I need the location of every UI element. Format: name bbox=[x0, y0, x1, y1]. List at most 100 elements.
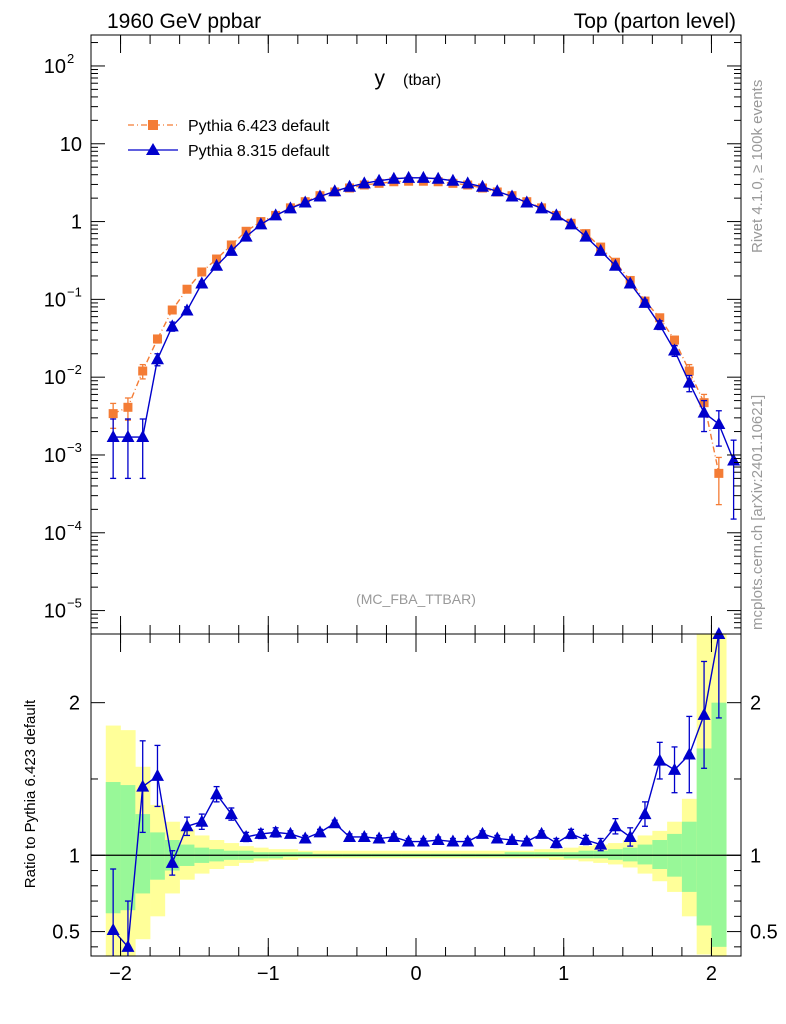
ratio-line bbox=[112, 633, 720, 949]
ratio-point bbox=[387, 829, 401, 842]
legend-marker-triangle bbox=[146, 143, 160, 155]
pythia8-point bbox=[416, 170, 430, 183]
ratio-point bbox=[697, 707, 711, 720]
pythia8-point bbox=[180, 303, 194, 316]
pythia8-point bbox=[372, 173, 386, 186]
main-y-tick-exponent: −2 bbox=[67, 362, 82, 377]
ratio-plot-marks bbox=[106, 627, 726, 956]
pythia8-point bbox=[608, 258, 622, 271]
pythia8-point bbox=[475, 179, 489, 192]
ratio-point bbox=[254, 826, 268, 839]
pythia6-point bbox=[182, 284, 192, 294]
main-y-tick-label: 1 bbox=[71, 212, 82, 234]
pythia6-point bbox=[108, 409, 118, 419]
pythia8-point bbox=[357, 176, 371, 189]
legend-entry-pythia6: Pythia 6.423 default bbox=[128, 118, 330, 135]
ratio-point bbox=[357, 829, 371, 842]
pythia8-point bbox=[224, 243, 238, 256]
ratio-x-tick-label: 0 bbox=[410, 963, 421, 985]
ratio-x-tick-label: 1 bbox=[558, 963, 569, 985]
pythia6-point bbox=[670, 335, 680, 345]
pythia8-point bbox=[594, 243, 608, 256]
ratio-point bbox=[372, 831, 386, 844]
pythia8-point bbox=[623, 276, 637, 289]
pythia8-point bbox=[682, 375, 696, 388]
ratio-band-inner-bin bbox=[696, 748, 712, 926]
main-y-tick-exponent: −1 bbox=[67, 284, 82, 299]
pythia8-point bbox=[150, 352, 164, 365]
header-left-label: 1960 GeV ppbar bbox=[107, 10, 261, 33]
ratio-y-axis-label: Ratio to Pythia 6.423 default bbox=[22, 699, 39, 888]
main-y-tick-label: 10 bbox=[44, 523, 66, 545]
ratio-point bbox=[106, 923, 120, 936]
ratio-y-tick-label-left: 1 bbox=[69, 845, 80, 867]
ratio-point bbox=[224, 807, 238, 820]
ratio-y-tick-label-right: 0.5 bbox=[750, 922, 778, 944]
ratio-x-tick-label: −2 bbox=[109, 963, 132, 985]
ratio-band-inner-bin bbox=[297, 852, 313, 857]
ratio-point bbox=[283, 826, 297, 839]
legend-entry-pythia8: Pythia 8.315 default bbox=[128, 143, 330, 160]
main-y-tick-label: 10 bbox=[44, 289, 66, 311]
ratio-point bbox=[150, 768, 164, 781]
ratio-band-inner-bin bbox=[681, 821, 697, 892]
legend-label-pythia6: Pythia 6.423 default bbox=[188, 118, 330, 135]
legend: Pythia 6.423 default Pythia 8.315 defaul… bbox=[128, 118, 330, 160]
pythia8-point bbox=[269, 208, 283, 221]
ratio-point bbox=[490, 831, 504, 844]
ratio-band-inner-bin bbox=[534, 852, 550, 857]
pythia8-point bbox=[106, 430, 120, 443]
pythia8-point bbox=[505, 189, 519, 202]
pythia6-point bbox=[123, 402, 133, 412]
ratio-point bbox=[328, 816, 342, 829]
ratio-point bbox=[623, 829, 637, 842]
pythia8-point bbox=[446, 173, 460, 186]
ratio-x-tick-label: −1 bbox=[257, 963, 280, 985]
pythia8-point bbox=[402, 170, 416, 183]
pythia8-point bbox=[520, 195, 534, 208]
pythia8-line bbox=[113, 177, 735, 461]
ratio-point bbox=[136, 779, 150, 792]
ratio-point bbox=[608, 819, 622, 832]
pythia8-point bbox=[535, 201, 549, 214]
main-y-tick-label: 10 bbox=[44, 367, 66, 389]
pythia8-point bbox=[387, 171, 401, 184]
ratio-band-inner-bin bbox=[519, 852, 535, 857]
pythia8-point bbox=[490, 184, 504, 197]
legend-label-pythia8: Pythia 8.315 default bbox=[188, 143, 330, 160]
ratio-point bbox=[461, 834, 475, 847]
ratio-band-inner-bin bbox=[283, 852, 299, 857]
ratio-point bbox=[594, 837, 608, 850]
ratio-point bbox=[195, 814, 209, 827]
pythia6-point bbox=[167, 305, 177, 315]
main-y-tick-label: 10 bbox=[60, 134, 82, 156]
pythia8-point bbox=[343, 179, 357, 192]
pythia6-point bbox=[684, 366, 694, 376]
analysis-annotation: (MC_FBA_TTBAR) bbox=[356, 591, 476, 607]
mcplots-label: mcplots.cern.ch [arXiv:2401.10621] bbox=[749, 395, 766, 630]
pythia8-point bbox=[579, 229, 593, 242]
pythia6-line bbox=[112, 180, 720, 474]
header-right-label: Top (parton level) bbox=[574, 10, 736, 33]
ratio-point bbox=[416, 834, 430, 847]
ratio-point bbox=[165, 855, 179, 868]
pythia8-point bbox=[210, 258, 224, 271]
main-x-ticks bbox=[90, 35, 742, 634]
pythia8-point bbox=[697, 405, 711, 418]
ratio-band-inner-bin bbox=[608, 849, 624, 860]
ratio-band-inner-bin bbox=[578, 850, 594, 859]
ratio-axes: 0.5 0.5 1 1 2 2 −2 −1 0 1 2 bbox=[52, 634, 778, 985]
ratio-point bbox=[269, 825, 283, 838]
main-plot-marks bbox=[106, 170, 741, 520]
main-y-tick-exponent: −5 bbox=[67, 596, 82, 611]
ratio-band-inner-bin bbox=[652, 840, 668, 870]
ratio-y-tick-label-left: 2 bbox=[69, 693, 80, 715]
pythia8-point bbox=[328, 184, 342, 197]
ratio-point bbox=[402, 834, 416, 847]
ratio-point bbox=[520, 834, 534, 847]
ratio-point bbox=[298, 831, 312, 844]
main-y-tick-label: 10 bbox=[44, 56, 66, 78]
ratio-point bbox=[313, 825, 327, 838]
